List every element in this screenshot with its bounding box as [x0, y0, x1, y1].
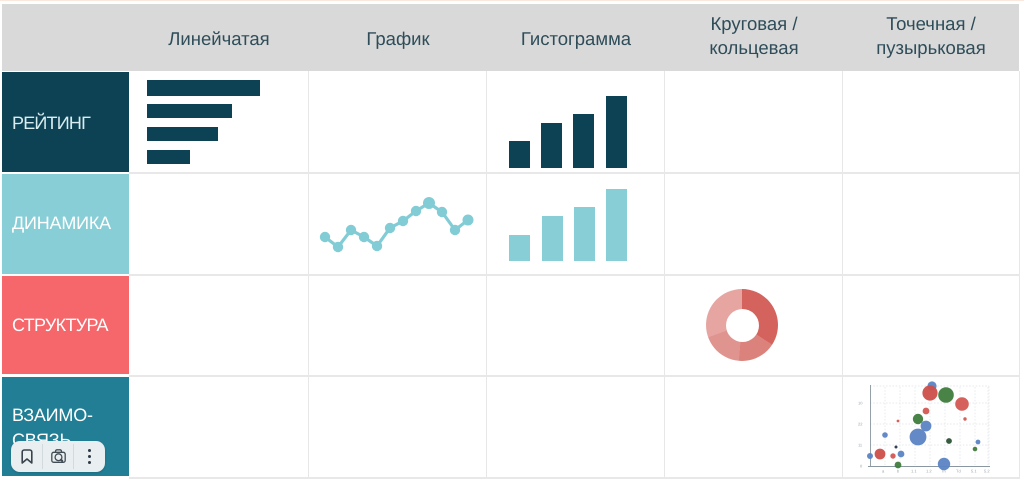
svg-text:5.2: 5.2	[984, 469, 990, 474]
svg-text:5.1: 5.1	[971, 469, 977, 474]
svg-text:1.2: 1.2	[926, 469, 932, 474]
svg-text:11: 11	[858, 443, 863, 448]
svg-text:Th: Th	[941, 469, 946, 474]
svg-text:10: 10	[858, 401, 863, 406]
svg-text:b: b	[897, 469, 900, 474]
svg-text:a: a	[882, 469, 885, 474]
svg-text:Td: Td	[956, 469, 961, 474]
svg-text:0: 0	[860, 464, 863, 469]
svg-text:22: 22	[858, 422, 863, 427]
svg-text:1.1: 1.1	[911, 469, 917, 474]
